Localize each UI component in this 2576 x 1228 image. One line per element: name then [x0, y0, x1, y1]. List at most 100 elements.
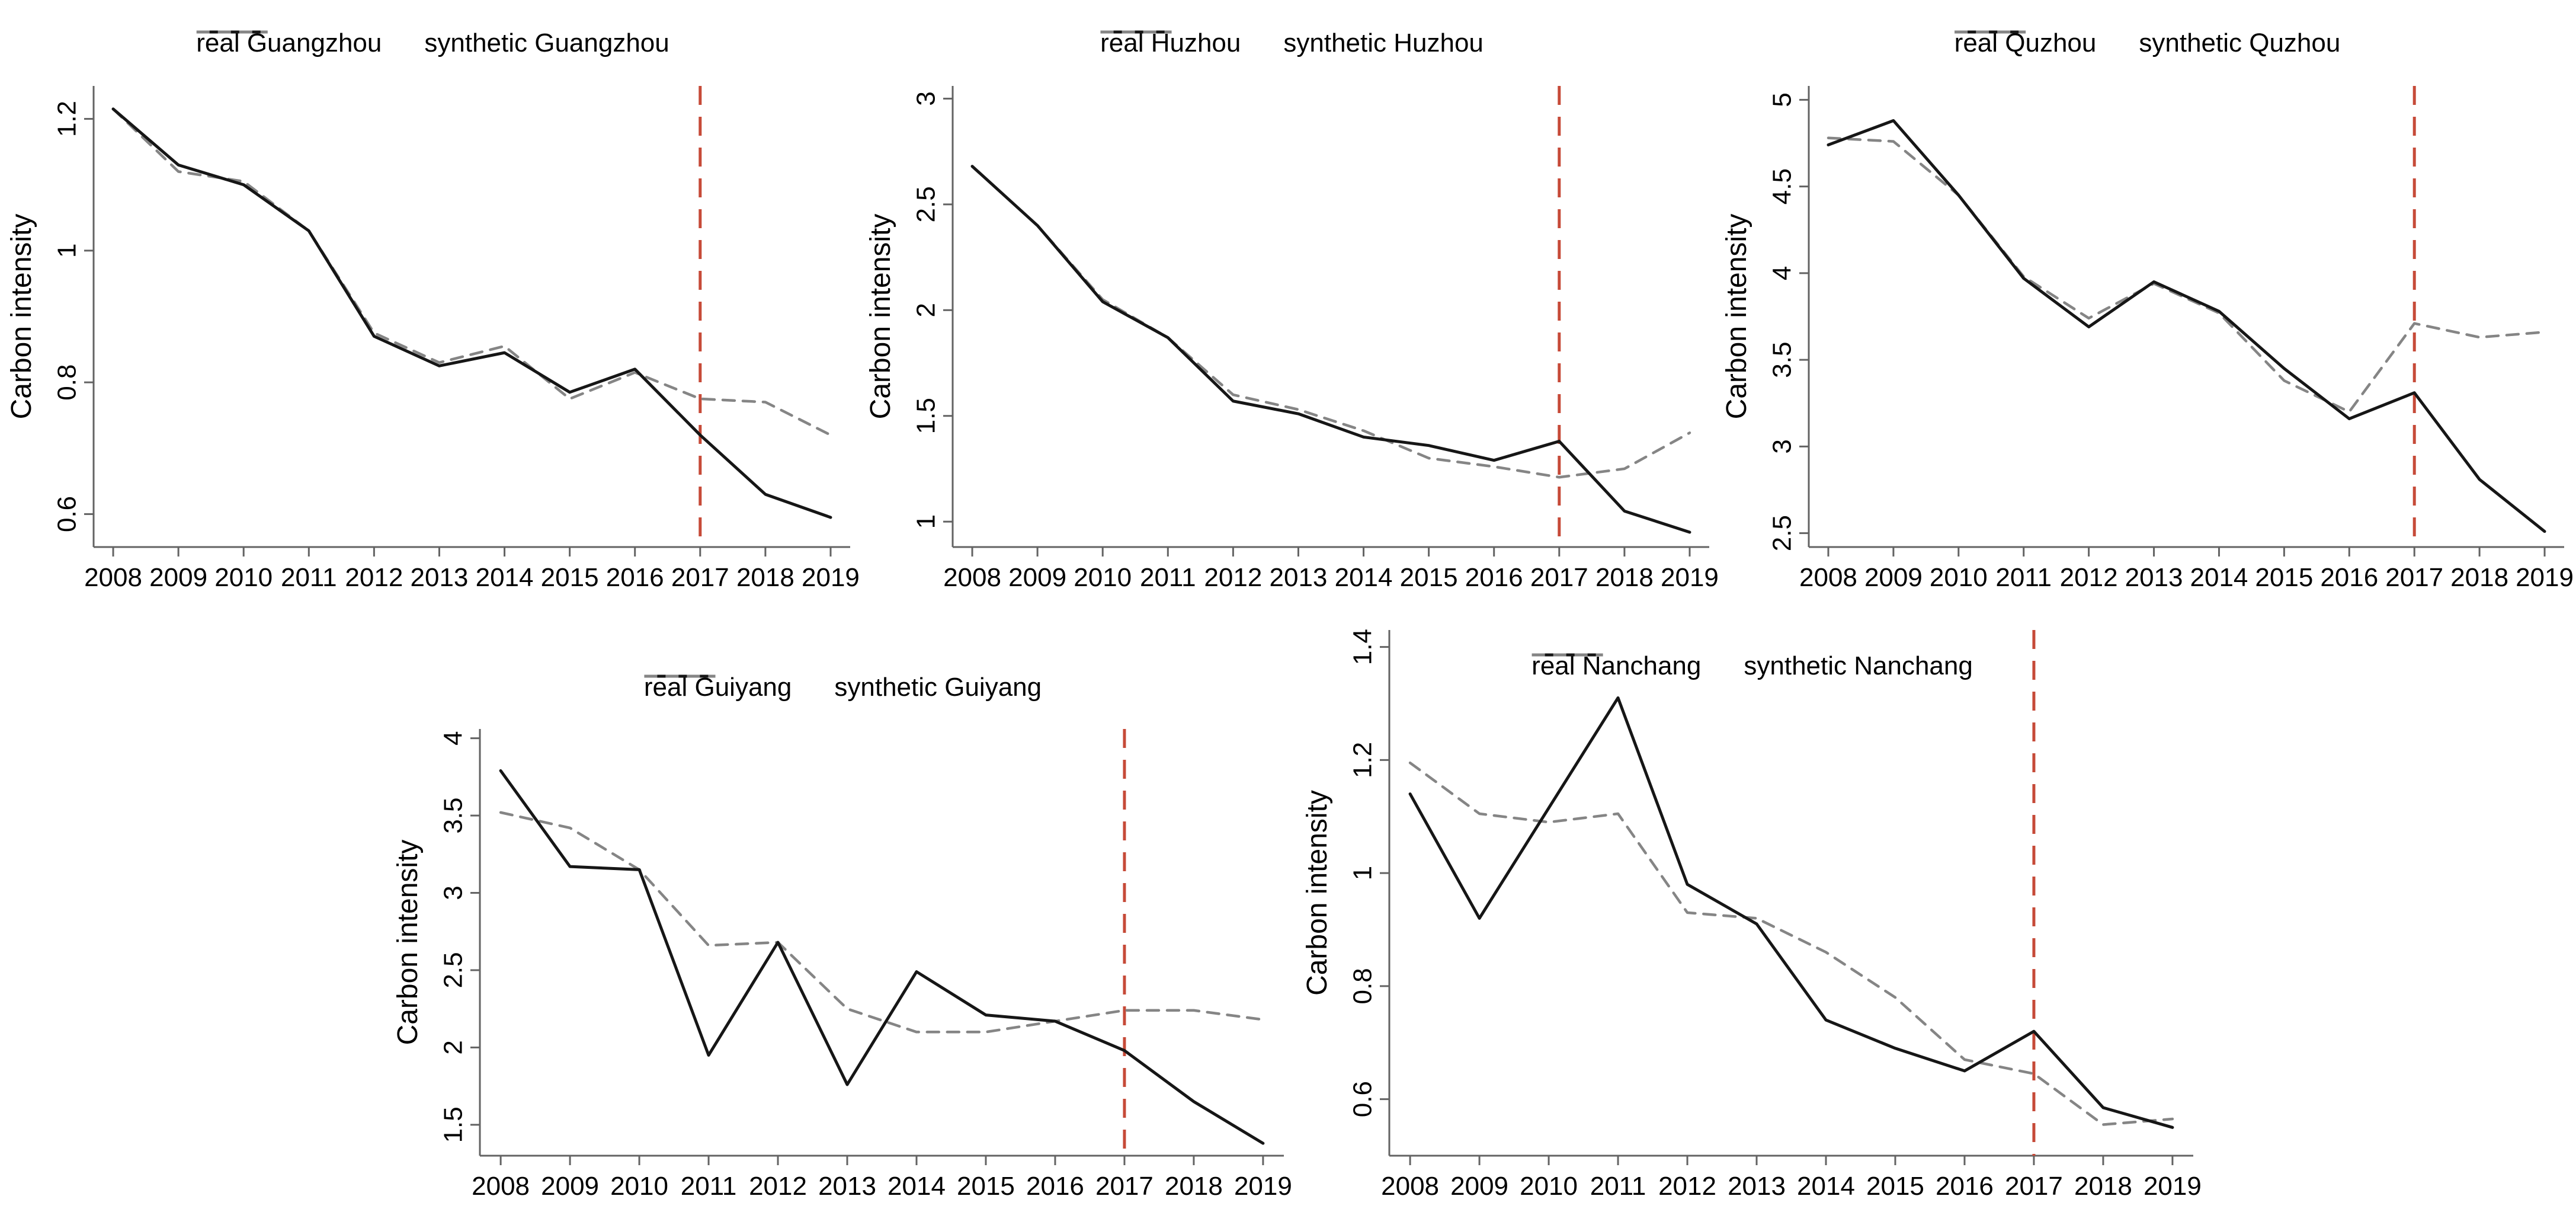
x-tick-label: 2018 [736, 563, 794, 592]
x-tick-label: 2018 [1165, 1172, 1223, 1201]
synthetic-line-huzhou [970, 165, 1691, 479]
x-tick-label: 2019 [2516, 563, 2574, 592]
x-tick-label: 2013 [1270, 563, 1328, 592]
real-line-guiyang [499, 769, 1265, 1145]
x-tick-label: 2012 [2060, 563, 2118, 592]
x-tick-label: 2018 [2450, 563, 2508, 592]
x-tick-label: 2014 [476, 563, 534, 592]
y-tick-label: 1 [53, 244, 82, 258]
y-tick-label: 2 [439, 1040, 468, 1054]
x-tick-label: 2010 [1074, 563, 1132, 592]
legend-label: synthetic Quzhou [2139, 28, 2341, 57]
y-axis-title: Carbon intensity [392, 840, 424, 1045]
legend-item-dashed: synthetic Guangzhou [196, 28, 669, 58]
y-tick-label: 3 [912, 91, 941, 105]
y-tick-label: 0.6 [1348, 1081, 1377, 1117]
legend-item-dashed: synthetic Huzhou [1100, 28, 1484, 58]
x-tick-label: 2009 [1864, 563, 1923, 592]
real-line-quzhou [1827, 119, 2546, 533]
chart-panel-nanchang: 0.6 0.8 1 1.2 1.4 2008 2009 2010 2011 2012 2013 201… [1300, 613, 2204, 1228]
x-tick-label: 2011 [281, 563, 337, 592]
x-tick-label: 2008 [1799, 563, 1857, 592]
x-tick-label: 2012 [1658, 1172, 1716, 1201]
y-tick-label: 1.5 [439, 1107, 468, 1143]
y-tick-label: 3.5 [1768, 342, 1797, 378]
legend-dashed-line-swatch [643, 674, 715, 678]
chart-panel-quzhou: 2.5 3 3.5 4 4.5 5 2008 2009 2010 2011 2012 2013 2014… [1720, 0, 2575, 613]
y-tick-label: 1 [1348, 866, 1377, 880]
y-tick-label: 4 [1768, 266, 1797, 280]
chart-canvas-quzhou: 2.5 3 3.5 4 4.5 5 2008 2009 2010 2011 2012 2013 2014… [1721, 86, 2574, 592]
y-axis-title: Carbon intensity [6, 214, 37, 420]
chart-canvas-guiyang: 1.5 2 2.5 3 3.5 4 2008 2009 2010 2011 2012 2013 2014… [392, 729, 1292, 1201]
x-tick-label: 2012 [749, 1172, 807, 1201]
legend-dashed-line-swatch [1100, 30, 1172, 34]
chart-canvas-nanchang: 0.6 0.8 1 1.2 1.4 2008 2009 2010 2011 2012 2013 201… [1302, 629, 2202, 1201]
x-tick-label: 2014 [1797, 1172, 1855, 1201]
y-axis-title: Carbon intensity [1302, 790, 1333, 996]
x-tick-label: 2013 [2125, 563, 2183, 592]
y-tick-label: 2 [912, 303, 941, 317]
x-tick-label: 2008 [472, 1172, 530, 1201]
legend-dashed-line-swatch [1954, 30, 2026, 34]
x-tick-label: 2008 [1381, 1172, 1439, 1201]
x-tick-label: 2009 [1008, 563, 1066, 592]
x-tick-label: 2016 [1936, 1172, 1994, 1201]
x-tick-label: 2012 [1204, 563, 1262, 592]
x-tick-label: 2015 [541, 563, 599, 592]
x-tick-label: 2010 [1930, 563, 1988, 592]
x-tick-label: 2013 [1728, 1172, 1786, 1201]
x-tick-label: 2014 [2190, 563, 2248, 592]
legend-dashed-line-swatch [1531, 653, 1603, 657]
x-tick-label: 2018 [1595, 563, 1654, 592]
legend-item-dashed: synthetic Nanchang [1531, 651, 1973, 681]
x-tick-label: 2015 [957, 1172, 1015, 1201]
x-tick-label: 2013 [411, 563, 469, 592]
x-tick-label: 2019 [802, 563, 860, 592]
x-tick-label: 2019 [1234, 1172, 1292, 1201]
x-tick-label: 2010 [1520, 1172, 1578, 1201]
y-tick-label: 3 [439, 885, 468, 900]
x-tick-label: 2019 [2144, 1172, 2202, 1201]
y-tick-label: 1.5 [912, 398, 941, 434]
legend-label: synthetic Guiyang [834, 673, 1042, 702]
x-tick-label: 2016 [606, 563, 664, 592]
y-axis-title: Carbon intensity [865, 214, 896, 420]
x-tick-label: 2017 [671, 563, 729, 592]
y-tick-label: 1.2 [1348, 742, 1377, 778]
x-tick-label: 2014 [887, 1172, 946, 1201]
legend-item-dashed: synthetic Quzhou [1954, 28, 2341, 58]
y-tick-label: 3.5 [439, 798, 468, 834]
x-tick-label: 2015 [1400, 563, 1458, 592]
legend-label: synthetic Huzhou [1283, 28, 1484, 57]
y-tick-label: 0.8 [1348, 968, 1377, 1004]
x-tick-label: 2015 [2255, 563, 2313, 592]
legend-nanchang: real Nanchang synthetic Nanchang [1531, 651, 1973, 681]
real-line-guangzhou [111, 107, 832, 519]
x-tick-label: 2013 [818, 1172, 876, 1201]
x-tick-label: 2012 [345, 563, 403, 592]
y-tick-label: 2.5 [1768, 515, 1797, 551]
x-tick-label: 2009 [149, 563, 207, 592]
x-tick-label: 2011 [1995, 563, 2052, 592]
x-tick-label: 2016 [1026, 1172, 1084, 1201]
y-tick-label: 0.8 [53, 364, 82, 401]
legend-quzhou: real Quzhou synthetic Quzhou [1954, 28, 2341, 58]
x-tick-label: 2018 [2074, 1172, 2132, 1201]
legend-item-dashed: synthetic Guiyang [643, 673, 1042, 702]
y-tick-label: 1.2 [53, 101, 82, 137]
x-tick-label: 2017 [1095, 1172, 1154, 1201]
x-tick-label: 2011 [681, 1172, 737, 1201]
real-line-huzhou [970, 165, 1691, 534]
x-tick-label: 2010 [610, 1172, 668, 1201]
chart-panel-guiyang: 1.5 2 2.5 3 3.5 4 2008 2009 2010 2011 2012 2013 2014… [391, 613, 1295, 1228]
legend-dashed-line-swatch [196, 30, 268, 34]
x-tick-label: 2009 [541, 1172, 599, 1201]
x-tick-label: 2008 [943, 563, 1001, 592]
legend-label: synthetic Guangzhou [424, 28, 669, 57]
synthetic-line-guiyang [499, 811, 1265, 1034]
y-tick-label: 1.4 [1348, 629, 1377, 665]
